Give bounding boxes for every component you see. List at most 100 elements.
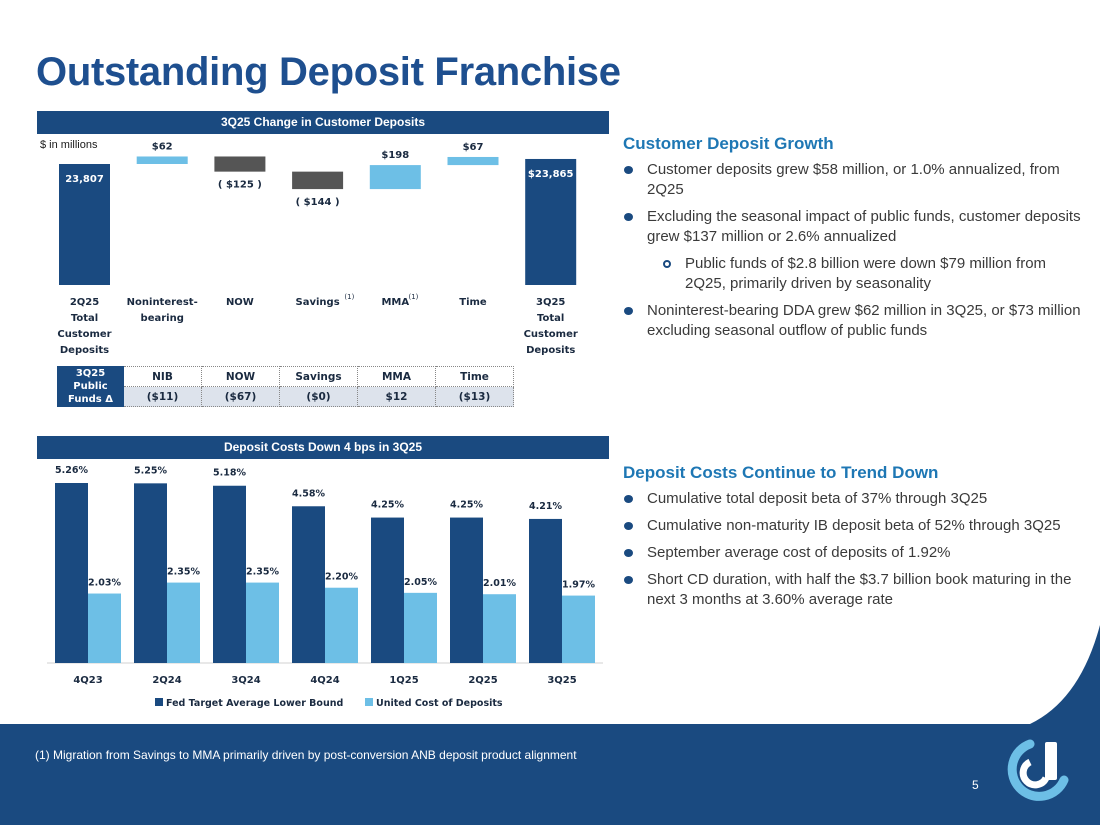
- waterfall-bar: [447, 156, 499, 166]
- fed-target-bar: [371, 517, 404, 663]
- fed-target-bar: [292, 506, 325, 663]
- bar-value-label: 2.35%: [167, 567, 200, 578]
- waterfall-value-label: $67: [463, 142, 484, 153]
- waterfall-value-label: ( $144 ): [296, 197, 340, 208]
- cost-of-deposits-bar: [325, 587, 358, 663]
- pf-col-time: Time: [435, 366, 514, 387]
- deposit-costs-panel-header: Deposit Costs Down 4 bps in 3Q25: [37, 436, 609, 459]
- deposit-costs-chart: 5.26% 2.03% 4Q23 5.25% 2.35% 2Q24 5.18% 2.35% 3Q…: [47, 465, 603, 709]
- x-tick-label: 4Q24: [310, 675, 339, 686]
- bar-value-label: 2.35%: [246, 567, 279, 578]
- waterfall-bar: [136, 156, 188, 164]
- waterfall-category-label: Total: [71, 313, 98, 324]
- bullet-item: Cumulative total deposit beta of 37% thr…: [623, 489, 1083, 509]
- bar-value-label: 5.25%: [134, 465, 167, 476]
- waterfall-category-label: Total: [537, 313, 564, 324]
- pf-val-savings: ($0): [279, 386, 358, 407]
- pf-col-savings: Savings: [279, 366, 358, 387]
- deposit-costs-bullets: Cumulative total deposit beta of 37% thr…: [623, 489, 1083, 617]
- pf-val-mma: $12: [357, 386, 436, 407]
- waterfall-value-label: $62: [152, 141, 173, 152]
- page-number: 5: [972, 778, 979, 792]
- waterfall-category-label: Savings: [296, 297, 340, 308]
- fed-target-bar: [450, 517, 483, 663]
- bullet-item: September average cost of deposits of 1.…: [623, 543, 1083, 563]
- waterfall-panel-header: 3Q25 Change in Customer Deposits: [37, 111, 609, 134]
- logo-bar: [1045, 742, 1057, 780]
- waterfall-category-label: Deposits: [526, 345, 575, 356]
- waterfall-footnote-marker: (1): [344, 293, 354, 301]
- cost-of-deposits-bar: [404, 592, 437, 663]
- waterfall-category-label: bearing: [141, 313, 184, 324]
- logo-inner-arc: [1019, 758, 1050, 789]
- bar-value-label: 1.97%: [562, 580, 595, 591]
- logo-outer-arc: [1007, 739, 1069, 801]
- x-tick-label: 4Q23: [73, 675, 102, 686]
- cost-of-deposits-bar: [562, 595, 595, 663]
- waterfall-bar: [369, 165, 421, 190]
- bar-value-label: 4.21%: [529, 501, 562, 512]
- waterfall-value-label: $198: [381, 150, 409, 161]
- x-tick-label: 2Q24: [152, 675, 181, 686]
- cost-of-deposits-bar: [88, 593, 121, 663]
- cost-of-deposits-bar: [167, 582, 200, 663]
- customer-deposit-growth-heading: Customer Deposit Growth: [623, 134, 834, 153]
- bar-value-label: 4.25%: [371, 500, 404, 511]
- pf-val-now: ($67): [201, 386, 280, 407]
- waterfall-category-label: Deposits: [60, 345, 109, 356]
- waterfall-bar: [525, 158, 577, 285]
- waterfall-category-label: 3Q25: [536, 297, 565, 308]
- customer-deposit-growth-bullets: Customer deposits grew $58 million, or 1…: [623, 160, 1083, 348]
- waterfall-value-label: ( $125 ): [218, 180, 262, 191]
- waterfall-bar: [59, 164, 110, 285]
- waterfall-category-label: NOW: [226, 297, 254, 308]
- bar-value-label: 2.20%: [325, 572, 358, 583]
- bar-value-label: 4.25%: [450, 500, 483, 511]
- x-tick-label: 3Q25: [547, 675, 576, 686]
- waterfall-bar: [214, 156, 266, 172]
- waterfall-value-label: 23,807: [65, 174, 104, 185]
- waterfall-category-label: Customer: [57, 329, 111, 340]
- waterfall-chart: 23,807 2Q25 Total Customer Deposits $62 Nonint…: [57, 141, 577, 356]
- waterfall-category-label: 2Q25: [70, 297, 99, 308]
- pf-val-time: ($13): [435, 386, 514, 407]
- bar-value-label: 2.05%: [404, 577, 437, 588]
- bar-value-label: 2.03%: [88, 578, 121, 589]
- cost-of-deposits-bar: [483, 594, 516, 663]
- deposit-costs-heading: Deposit Costs Continue to Trend Down: [623, 463, 939, 482]
- legend-label: Fed Target Average Lower Bound: [166, 698, 343, 709]
- bullet-item: Short CD duration, with half the $3.7 bi…: [623, 570, 1083, 610]
- waterfall-value-label: $23,865: [528, 169, 574, 180]
- cost-of-deposits-bar: [246, 582, 279, 663]
- footnote: (1) Migration from Savings to MMA primar…: [35, 748, 577, 762]
- waterfall-footnote-marker: (1): [409, 293, 419, 301]
- company-logo: [1007, 739, 1069, 801]
- bar-value-label: 5.26%: [55, 465, 88, 476]
- fed-target-bar: [55, 483, 88, 663]
- bullet-item: Cumulative non-maturity IB deposit beta …: [623, 516, 1083, 536]
- pf-col-nib: NIB: [123, 366, 202, 387]
- units-label: $ in millions: [40, 139, 98, 151]
- x-tick-label: 2Q25: [468, 675, 497, 686]
- slide-title: Outstanding Deposit Franchise: [36, 50, 621, 94]
- public-funds-table: 3Q25 Public Funds Δ NIB NOW Savings MMA …: [57, 366, 514, 407]
- bullet-item: Customer deposits grew $58 million, or 1…: [623, 160, 1083, 200]
- pf-col-mma: MMA: [357, 366, 436, 387]
- x-tick-label: 1Q25: [389, 675, 418, 686]
- waterfall-category-label: MMA: [381, 297, 409, 308]
- waterfall-category-label: Time: [459, 297, 487, 308]
- legend-swatch: [155, 698, 163, 706]
- legend-swatch: [365, 698, 373, 706]
- fed-target-bar: [134, 483, 167, 663]
- waterfall-category-label: Noninterest-: [127, 297, 198, 308]
- waterfall-bar: [292, 171, 344, 190]
- bar-value-label: 5.18%: [213, 468, 246, 479]
- x-tick-label: 3Q24: [231, 675, 260, 686]
- bar-value-label: 2.01%: [483, 578, 516, 589]
- pf-col-now: NOW: [201, 366, 280, 387]
- legend-label: United Cost of Deposits: [376, 698, 503, 709]
- bar-value-label: 4.58%: [292, 488, 325, 499]
- sub-bullet-item: Public funds of $2.8 billion were down $…: [623, 254, 1083, 294]
- fed-target-bar: [529, 518, 562, 663]
- public-funds-row-label: 3Q25 Public Funds Δ: [57, 366, 124, 407]
